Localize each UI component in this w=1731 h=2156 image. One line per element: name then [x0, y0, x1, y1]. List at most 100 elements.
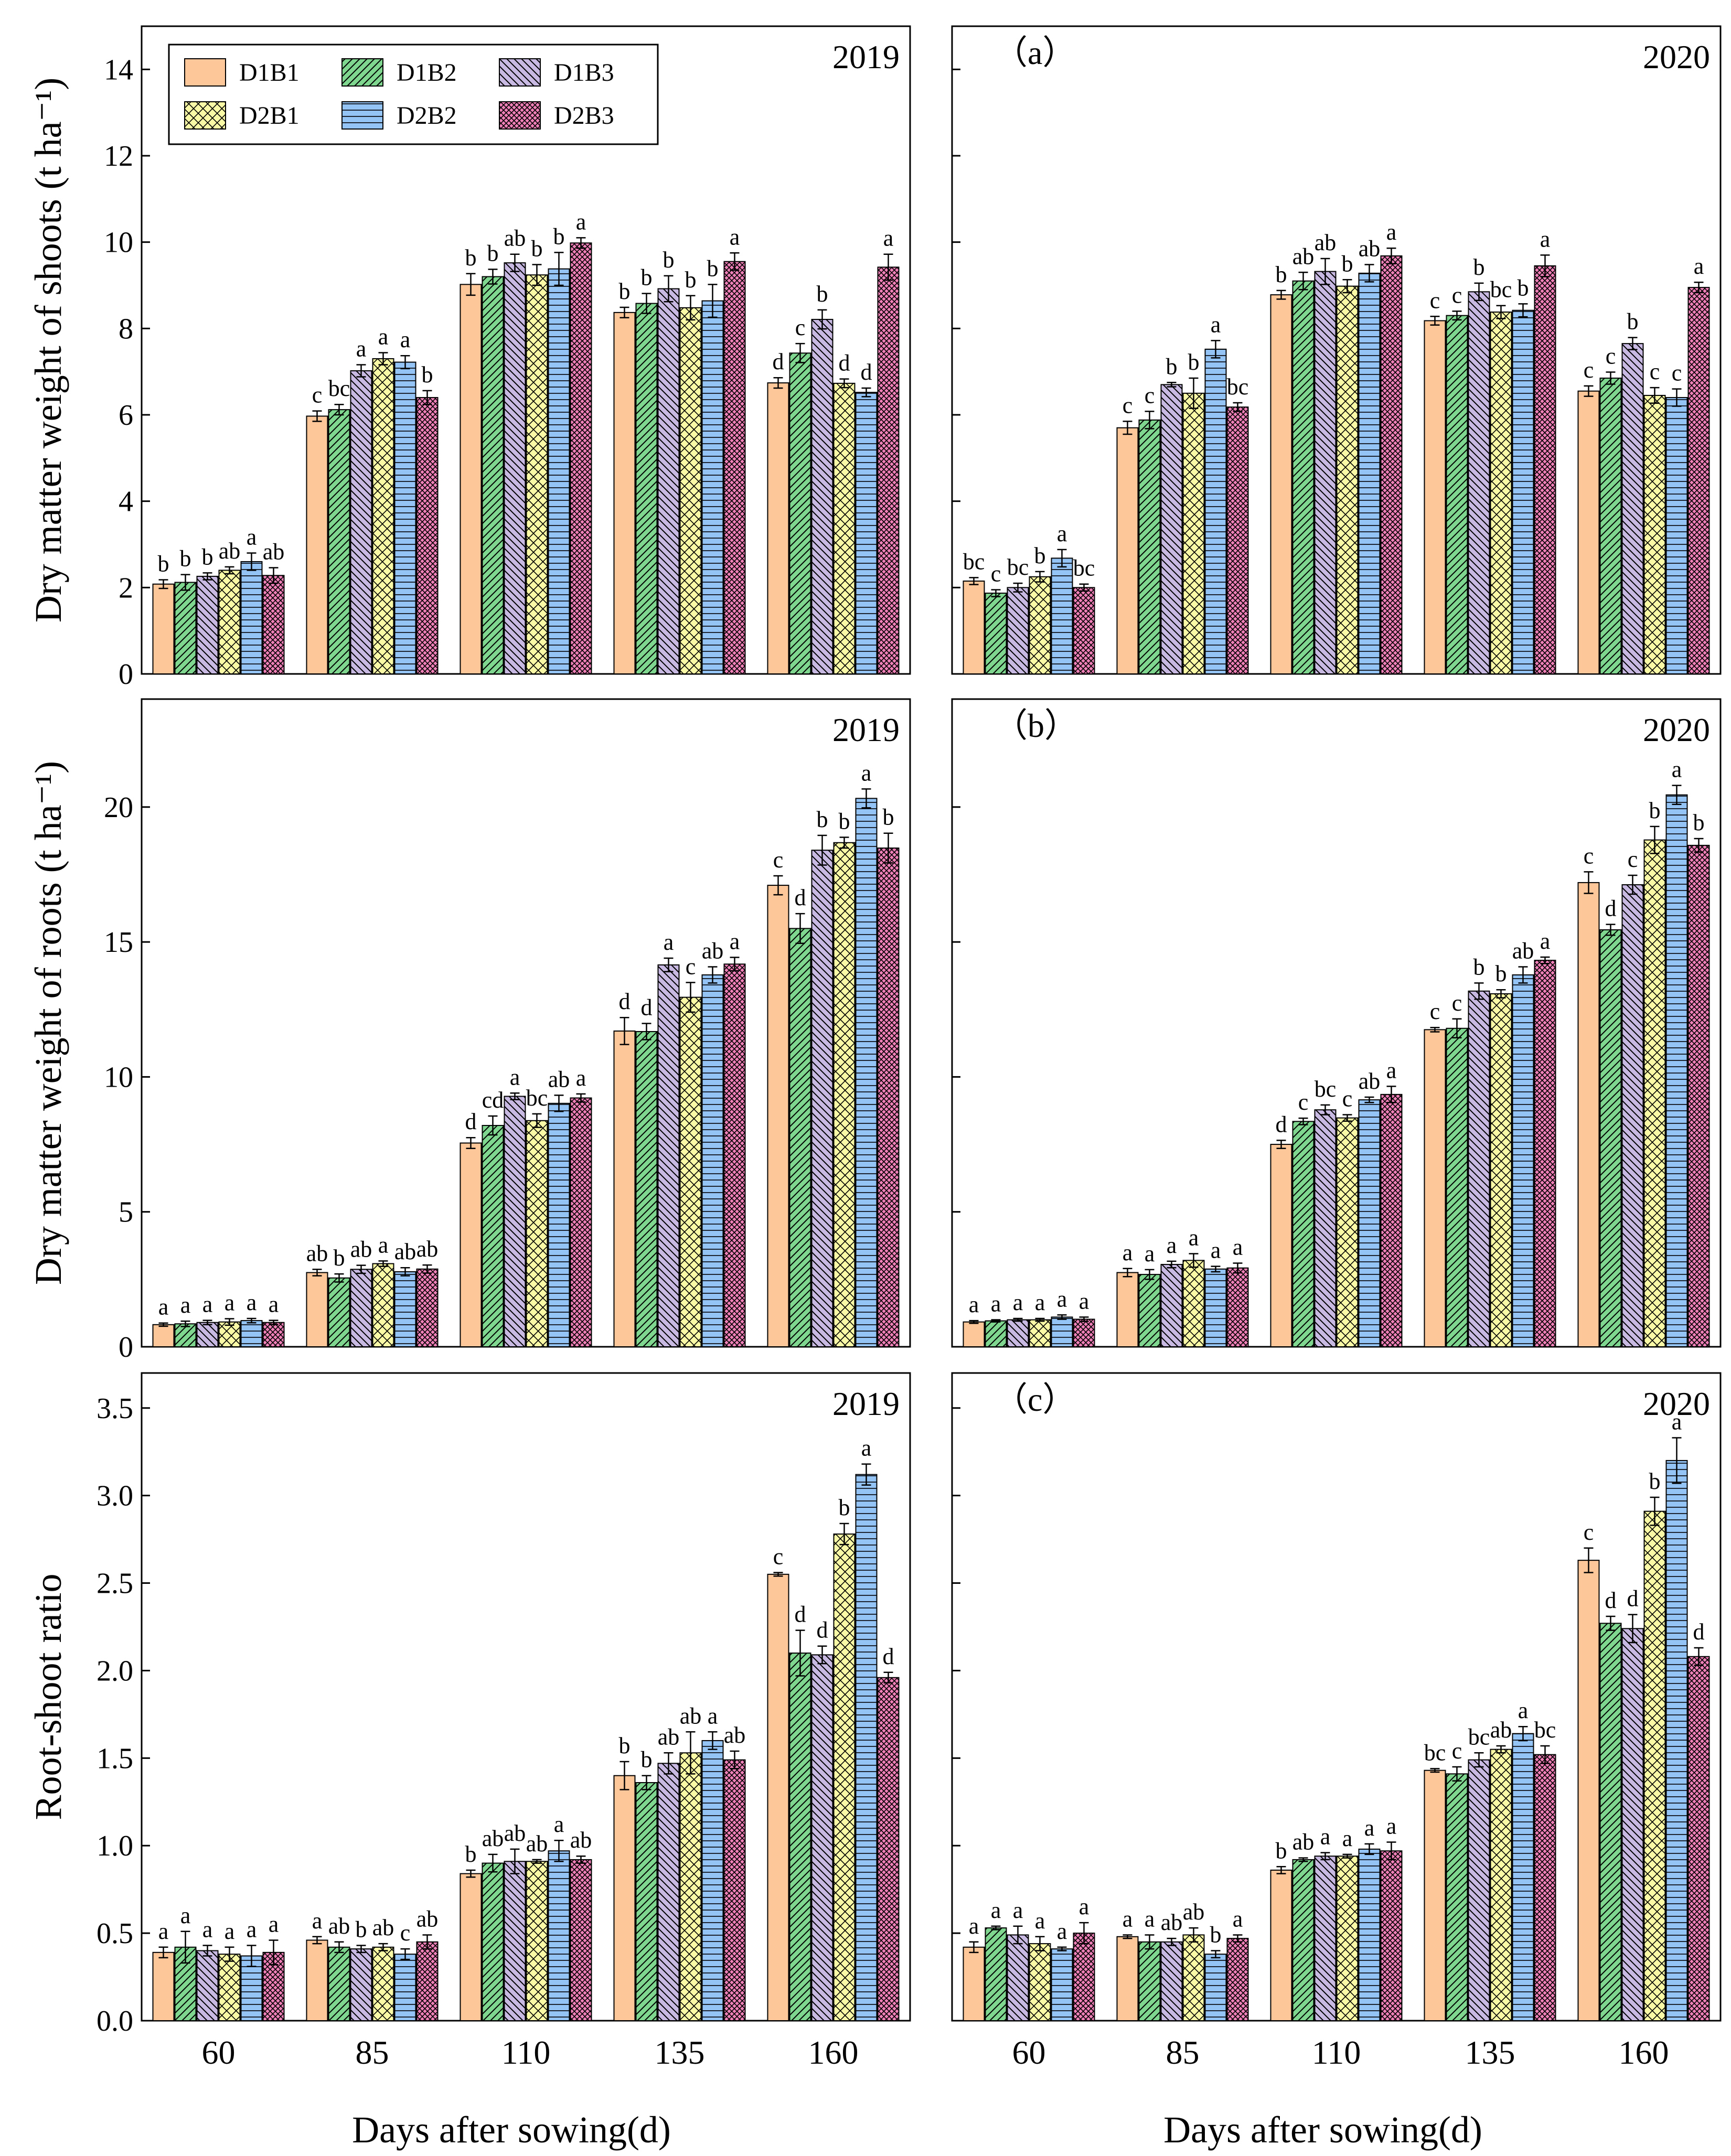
error-bar: [1496, 989, 1506, 999]
error-bar: [554, 1839, 564, 1862]
significance-letter: ab: [1161, 1910, 1183, 1935]
bar-D1B3-135: [657, 1763, 680, 2022]
significance-letter: b: [158, 551, 169, 577]
error-bar: [1145, 1269, 1155, 1280]
bar-D1B1-60: [963, 1321, 985, 1348]
significance-letter: a: [991, 1897, 1001, 1923]
bar-D2B3-85: [416, 1268, 439, 1348]
bar-D1B2-110: [1292, 1121, 1315, 1348]
significance-letter: ab: [306, 1240, 328, 1266]
bar-D2B1-110: [526, 274, 548, 674]
error-bar: [247, 1317, 257, 1324]
error-bar: [1079, 1922, 1089, 1945]
bar-D1B3-160: [1621, 1628, 1644, 2021]
significance-letter: a: [356, 336, 367, 361]
error-bar: [1518, 303, 1528, 318]
bar-D2B2-135: [1512, 1733, 1534, 2021]
error-bar: [730, 1750, 740, 1769]
error-bar: [532, 1113, 542, 1128]
error-bar: [883, 253, 893, 281]
error-bar: [1474, 982, 1484, 1000]
panel-letter: （c）: [994, 1381, 1076, 1418]
bar-D1B3-110: [1314, 1109, 1337, 1347]
significance-letter: a: [576, 209, 586, 234]
significance-letter: c: [773, 847, 784, 873]
bar-D1B3-85: [350, 370, 372, 674]
significance-letter: a: [576, 1065, 586, 1091]
bar-D2B1-110: [1336, 285, 1359, 674]
significance-letter: a: [247, 1916, 257, 1942]
bar-D2B2-110: [548, 1102, 570, 1348]
bar-D2B1-110: [1336, 1117, 1359, 1347]
significance-letter: d: [773, 349, 784, 374]
significance-letter: c: [1650, 359, 1660, 384]
significance-letter: a: [969, 1292, 979, 1317]
bar-D2B2-110: [1358, 1099, 1381, 1347]
error-bar: [1452, 1018, 1462, 1039]
bar-D2B2-160: [855, 798, 878, 1347]
error-bar: [664, 957, 674, 972]
significance-letter: a: [1035, 1290, 1045, 1315]
error-bar: [488, 269, 498, 285]
significance-letter: ab: [504, 1820, 526, 1846]
bar-D2B3-135: [723, 963, 746, 1347]
error-bar: [1386, 1841, 1396, 1861]
y-tick-label: 0.0: [97, 2005, 133, 2037]
significance-letter: a: [400, 327, 411, 352]
significance-letter: c: [1628, 846, 1638, 872]
bar-D1B2-135: [635, 1782, 658, 2021]
bar-D1B1-110: [460, 1873, 482, 2021]
error-bar: [991, 1319, 1001, 1323]
bar-D1B1-135: [1424, 1029, 1446, 1348]
significance-letter: a: [1386, 1814, 1397, 1839]
significance-letter: d: [883, 1644, 894, 1669]
significance-letter: ab: [526, 1831, 548, 1857]
bar-D2B3-135: [723, 261, 746, 674]
bar-D2B2-110: [548, 268, 570, 674]
bar-D1B3-85: [1160, 1941, 1183, 2022]
bar-D2B1-85: [372, 1946, 394, 2021]
bar-D1B1-110: [1270, 1869, 1292, 2022]
significance-letter: b: [641, 1747, 653, 1773]
error-bar: [795, 913, 805, 944]
significance-letter: bc: [1227, 374, 1249, 400]
error-bar: [312, 1269, 322, 1277]
error-bar: [1057, 1946, 1067, 1951]
significance-letter: d: [1605, 1587, 1617, 1613]
significance-letter: a: [1013, 1290, 1023, 1315]
bar-D2B2-85: [394, 361, 416, 674]
y-tick-label: 8: [119, 313, 133, 345]
bar-D2B3-110: [570, 1097, 592, 1348]
error-bar: [1167, 1260, 1177, 1269]
significance-letter: a: [269, 1292, 279, 1317]
significance-letter: b: [1627, 309, 1639, 335]
significance-letter: a: [202, 1916, 213, 1942]
significance-letter: d: [1276, 1111, 1287, 1137]
bar-D2B3-160: [1687, 287, 1710, 674]
bar-D2B1-85: [372, 1263, 394, 1347]
significance-letter: b: [180, 546, 191, 572]
significance-letter: b: [487, 241, 499, 266]
bar-D2B1-135: [1490, 312, 1512, 674]
significance-letter: b: [839, 808, 850, 834]
bar-D2B1-110: [526, 1861, 548, 2022]
error-bar: [1298, 1117, 1308, 1125]
bar-D2B1-85: [1182, 1260, 1205, 1347]
significance-letter: a: [554, 1811, 564, 1837]
x-tick-label: 110: [1312, 2034, 1361, 2071]
error-bar: [1276, 1140, 1286, 1150]
bar-D1B2-60: [174, 582, 197, 675]
x-tick-label: 85: [356, 2034, 389, 2071]
bar-D1B2-85: [1138, 1274, 1161, 1347]
error-bar: [180, 1320, 190, 1327]
significance-letter: d: [817, 1617, 828, 1643]
significance-letter: a: [269, 1911, 279, 1937]
bar-D1B1-135: [613, 1775, 636, 2021]
significance-letter: d: [1605, 896, 1617, 921]
x-tick-label: 85: [1166, 2034, 1200, 2071]
error-bar: [883, 832, 893, 864]
bar-D1B3-60: [1007, 1319, 1029, 1348]
bar-D2B3-110: [1380, 1093, 1403, 1347]
bar-D2B1-60: [1029, 1319, 1051, 1348]
bar-D1B1-60: [152, 583, 175, 675]
